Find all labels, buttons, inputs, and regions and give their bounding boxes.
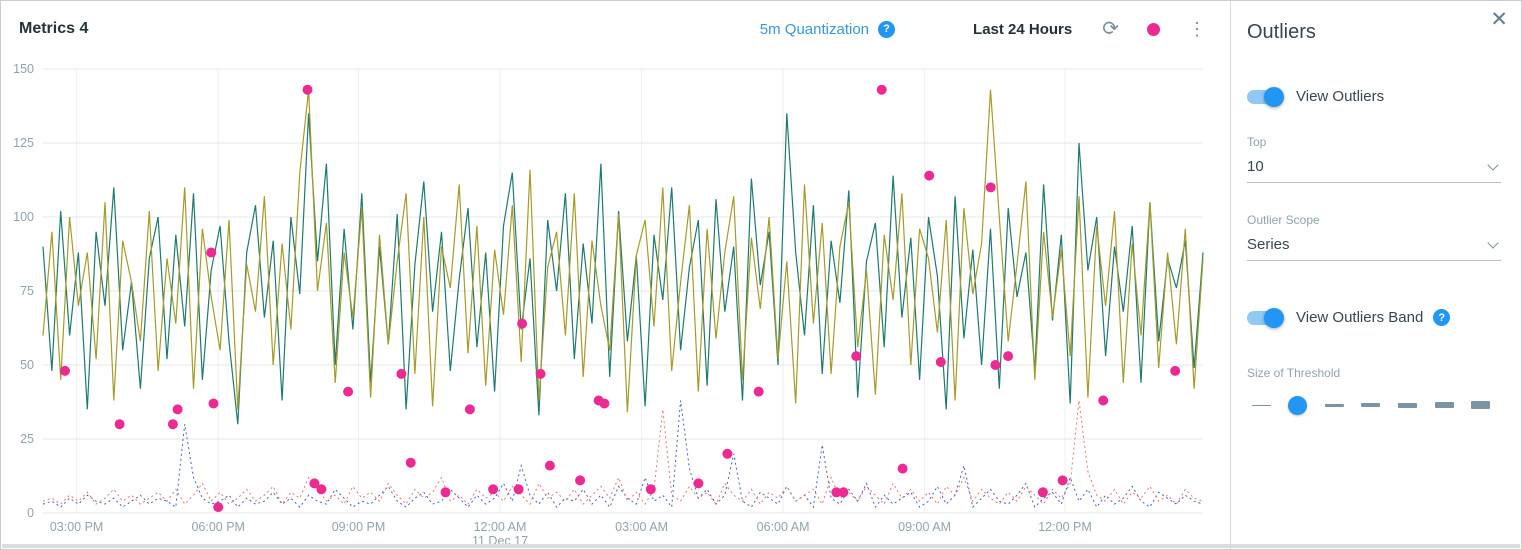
view-outliers-label: View Outliers [1296, 88, 1385, 105]
svg-text:06:00 PM: 06:00 PM [191, 520, 245, 534]
view-outliers-band-label: View Outliers Band [1296, 309, 1424, 326]
toggle-knob [1264, 86, 1284, 107]
scope-select[interactable]: Series [1247, 227, 1501, 261]
threshold-option[interactable] [1432, 394, 1456, 416]
svg-text:25: 25 [20, 432, 34, 446]
refresh-icon[interactable]: ⟳ [1102, 18, 1119, 40]
threshold-selector [1247, 394, 1501, 416]
threshold-bar-icon [1251, 404, 1271, 406]
svg-text:0: 0 [27, 506, 34, 520]
threshold-bar-icon [1324, 403, 1344, 407]
view-outliers-band-row: View Outliers Band ? [1247, 307, 1501, 328]
threshold-bar-icon [1361, 403, 1381, 407]
close-icon[interactable]: ✕ [1490, 8, 1508, 31]
svg-text:09:00 AM: 09:00 AM [898, 520, 951, 534]
toggle-knob [1264, 307, 1284, 328]
svg-text:100: 100 [13, 210, 34, 224]
top-select[interactable]: 10 [1247, 149, 1501, 183]
threshold-option[interactable] [1322, 394, 1346, 416]
svg-text:06:00 AM: 06:00 AM [757, 520, 810, 534]
threshold-bar-icon [1471, 401, 1491, 409]
top-field-label: Top [1247, 135, 1267, 149]
outliers-sidebar: ✕ Outliers View Outliers Top 10 Outlier … [1230, 1, 1521, 549]
threshold-option-selected[interactable] [1286, 394, 1310, 416]
page-title: Metrics 4 [19, 20, 89, 37]
horizontal-scrollbar[interactable] [2, 544, 1520, 548]
chevron-down-icon [1487, 158, 1499, 171]
svg-text:09:00 PM: 09:00 PM [332, 520, 386, 534]
metrics-panel: Metrics 4 5m Quantization ? Last 24 Hour… [1, 1, 1232, 549]
svg-text:03:00 AM: 03:00 AM [615, 520, 668, 534]
outlier-indicator-icon[interactable] [1147, 22, 1160, 36]
svg-text:75: 75 [20, 284, 34, 298]
sidebar-title: Outliers [1247, 21, 1316, 43]
threshold-label: Size of Threshold [1247, 366, 1341, 380]
kebab-menu-icon[interactable]: ⋮ [1188, 19, 1206, 39]
svg-text:03:00 PM: 03:00 PM [50, 520, 104, 534]
view-outliers-band-toggle[interactable] [1247, 307, 1284, 328]
svg-text:150: 150 [13, 62, 34, 76]
time-range-selector[interactable]: Last 24 Hours [973, 20, 1073, 38]
quantization-label[interactable]: 5m Quantization [759, 20, 870, 38]
threshold-option[interactable] [1469, 394, 1493, 416]
view-outliers-row: View Outliers [1247, 86, 1501, 107]
panel-header: Metrics 4 5m Quantization ? Last 24 Hour… [1, 1, 1232, 57]
chevron-down-icon [1487, 236, 1499, 249]
svg-text:12:00 PM: 12:00 PM [1038, 520, 1092, 534]
scope-field-label: Outlier Scope [1247, 213, 1320, 227]
svg-text:12:00 AM: 12:00 AM [474, 520, 527, 534]
top-select-value: 10 [1247, 158, 1264, 175]
metrics-chart[interactable]: 0 25 50 75 100 125 150 03:00 PM 06:00 PM 09:00 PM… [1, 1, 1232, 549]
threshold-option[interactable] [1396, 394, 1420, 416]
header-controls: 5m Quantization ? Last 24 Hours ⟳ ⋮ [760, 19, 1206, 39]
band-help-icon[interactable]: ? [1433, 309, 1451, 326]
threshold-option[interactable] [1249, 394, 1273, 416]
svg-text:125: 125 [13, 136, 34, 150]
scope-select-value: Series [1247, 236, 1290, 253]
view-outliers-toggle[interactable] [1247, 86, 1284, 107]
threshold-bar-icon [1434, 402, 1454, 408]
top-field: Top 10 [1247, 135, 1501, 183]
threshold-bar-icon [1398, 402, 1418, 408]
threshold-option[interactable] [1359, 394, 1383, 416]
svg-text:50: 50 [20, 358, 34, 372]
threshold-knob-icon [1288, 395, 1308, 415]
scope-field: Outlier Scope Series [1247, 213, 1501, 261]
quantization-help-icon[interactable]: ? [878, 20, 896, 38]
